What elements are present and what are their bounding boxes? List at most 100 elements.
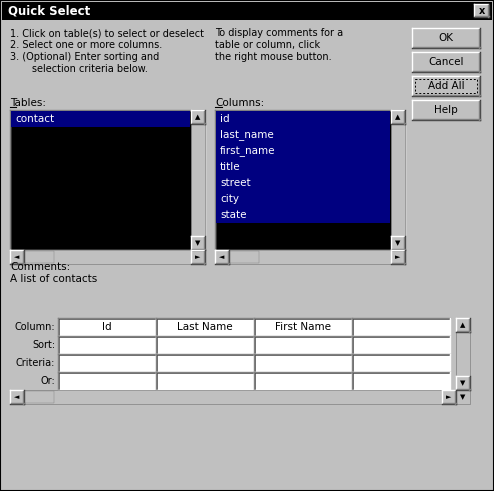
Text: Columns:: Columns: — [215, 98, 264, 108]
Bar — [10, 250, 205, 264]
Bar — [11, 111, 190, 127]
Text: Comments:: Comments: — [10, 262, 70, 272]
Text: 3. (Optional) Enter sorting and: 3. (Optional) Enter sorting and — [10, 52, 159, 62]
Bar — [10, 250, 24, 264]
Bar — [156, 372, 254, 390]
Text: ◄: ◄ — [14, 254, 20, 260]
Text: ▲: ▲ — [195, 114, 201, 120]
Text: table or column, click: table or column, click — [215, 40, 320, 50]
Bar — [254, 336, 352, 354]
Bar — [10, 390, 456, 404]
Bar — [415, 79, 477, 93]
Bar — [215, 250, 229, 264]
Text: street: street — [220, 178, 250, 188]
Bar — [216, 207, 390, 223]
Bar — [474, 4, 489, 17]
Bar — [392, 124, 404, 236]
Text: Or:: Or: — [40, 376, 55, 386]
Text: selection criteria below.: selection criteria below. — [10, 64, 148, 74]
Bar — [352, 318, 450, 336]
Bar — [191, 250, 205, 264]
Bar — [254, 318, 352, 336]
Bar — [58, 372, 156, 390]
Text: contact: contact — [15, 114, 54, 124]
Text: ◄: ◄ — [14, 394, 20, 400]
Text: 1. Click on table(s) to select or deselect: 1. Click on table(s) to select or desele… — [10, 28, 204, 38]
Text: OK: OK — [439, 33, 453, 43]
Text: To display comments for a: To display comments for a — [215, 28, 343, 38]
Bar — [391, 110, 405, 124]
Bar — [216, 111, 390, 127]
Text: first_name: first_name — [220, 145, 276, 157]
Text: ►: ► — [195, 254, 201, 260]
Text: Criteria:: Criteria: — [16, 358, 55, 368]
Bar — [24, 251, 54, 263]
Text: Cancel: Cancel — [428, 57, 464, 67]
Text: id: id — [220, 114, 230, 124]
Bar — [229, 251, 259, 263]
Text: ►: ► — [395, 254, 401, 260]
Bar — [216, 127, 390, 143]
Text: A list of contacts: A list of contacts — [10, 274, 97, 284]
Bar — [442, 390, 456, 404]
Bar — [58, 354, 156, 372]
Bar — [412, 100, 480, 120]
Text: ►: ► — [446, 394, 452, 400]
Bar — [254, 372, 352, 390]
Text: Column:: Column: — [14, 322, 55, 332]
Bar — [456, 318, 470, 332]
Bar — [156, 354, 254, 372]
Bar — [191, 110, 205, 250]
Bar — [215, 250, 405, 264]
Bar — [457, 332, 469, 376]
Text: Id: Id — [102, 322, 112, 332]
Text: ▼: ▼ — [195, 240, 201, 246]
Bar — [10, 110, 205, 250]
Bar — [156, 336, 254, 354]
Text: state: state — [220, 210, 247, 220]
Text: ▼: ▼ — [460, 380, 466, 386]
Text: ◄: ◄ — [219, 254, 225, 260]
Bar — [58, 318, 156, 336]
Bar — [456, 390, 470, 404]
Bar — [456, 376, 470, 390]
Text: x: x — [478, 5, 485, 16]
Bar — [391, 250, 405, 264]
Bar — [24, 391, 54, 403]
Bar — [412, 28, 480, 48]
Text: last_name: last_name — [220, 130, 274, 140]
Text: Help: Help — [434, 105, 458, 115]
Text: Last Name: Last Name — [177, 322, 233, 332]
Bar — [352, 372, 450, 390]
Bar — [412, 76, 480, 96]
Bar — [191, 110, 205, 124]
Bar — [216, 191, 390, 207]
Bar — [216, 143, 390, 159]
Text: Sort:: Sort: — [32, 340, 55, 350]
Bar — [216, 159, 390, 175]
Bar — [352, 336, 450, 354]
Bar — [215, 110, 405, 250]
Bar — [352, 354, 450, 372]
Bar — [456, 318, 470, 390]
Text: ▼: ▼ — [395, 240, 401, 246]
Bar — [216, 175, 390, 191]
Text: ▲: ▲ — [460, 322, 466, 328]
Bar — [156, 318, 254, 336]
Bar — [10, 390, 24, 404]
Bar — [412, 52, 480, 72]
Bar — [192, 124, 204, 236]
Text: Add All: Add All — [428, 81, 464, 91]
Text: the right mouse button.: the right mouse button. — [215, 52, 331, 62]
Text: Tables:: Tables: — [10, 98, 46, 108]
Bar — [391, 110, 405, 250]
Bar — [254, 354, 352, 372]
Bar — [58, 336, 156, 354]
Text: city: city — [220, 194, 239, 204]
Bar — [391, 236, 405, 250]
Text: 2. Select one or more columns.: 2. Select one or more columns. — [10, 40, 162, 50]
Text: ▼: ▼ — [460, 394, 466, 400]
Text: Quick Select: Quick Select — [8, 4, 90, 18]
Text: title: title — [220, 162, 241, 172]
Text: First Name: First Name — [275, 322, 331, 332]
